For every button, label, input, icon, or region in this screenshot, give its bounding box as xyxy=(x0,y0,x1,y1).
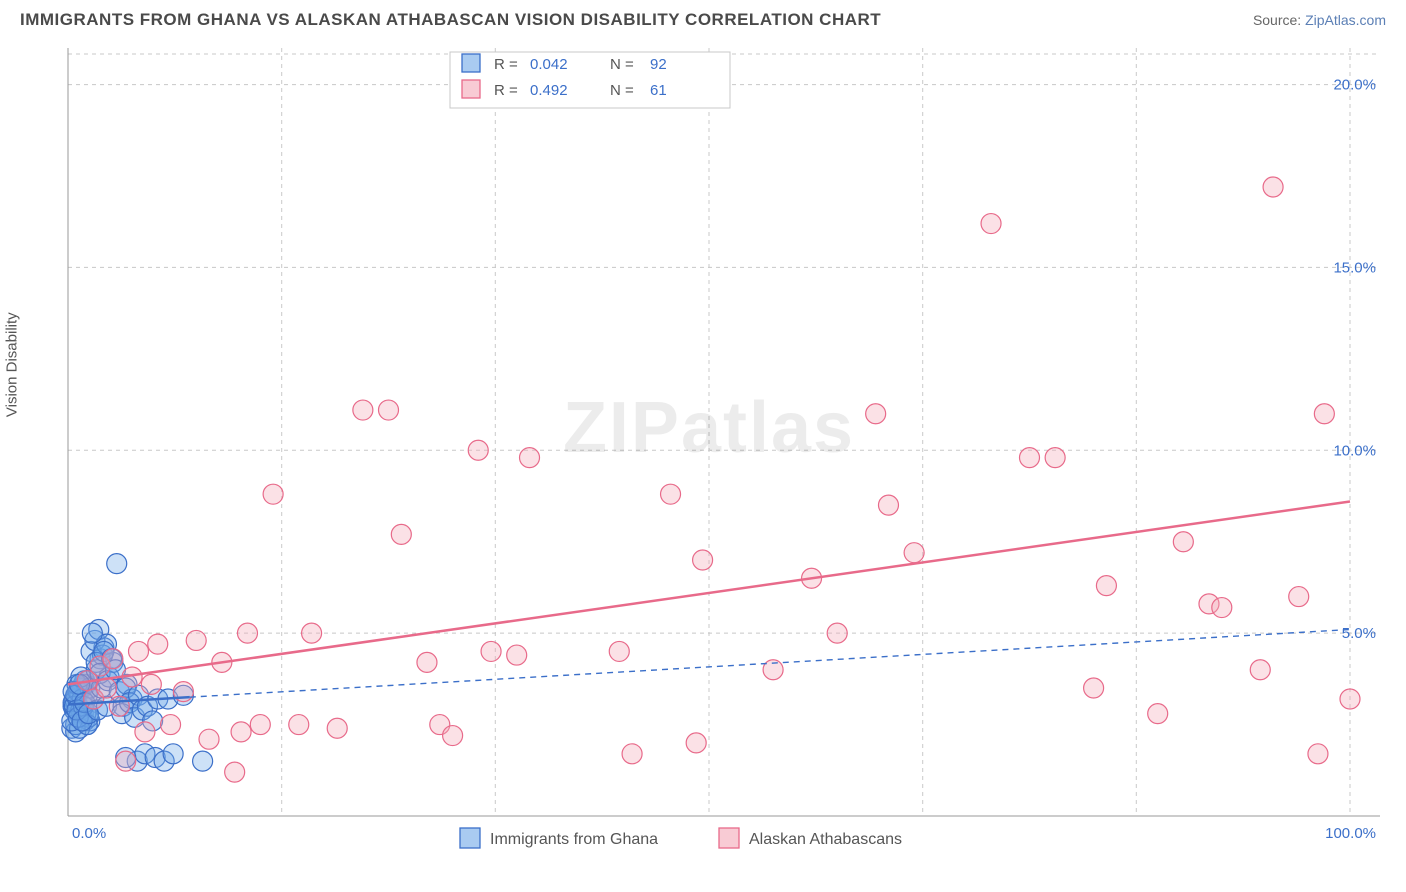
data-point xyxy=(1308,744,1328,764)
data-point xyxy=(507,645,527,665)
legend-n-value: 61 xyxy=(650,82,667,99)
data-point xyxy=(1263,177,1283,197)
data-point xyxy=(686,733,706,753)
chart-title: IMMIGRANTS FROM GHANA VS ALASKAN ATHABAS… xyxy=(20,10,881,30)
chart-container: Vision Disability ZIPatlas5.0%10.0%15.0%… xyxy=(20,36,1386,886)
data-point xyxy=(237,623,257,643)
data-point xyxy=(866,404,886,424)
legend-swatch xyxy=(462,80,480,98)
data-point xyxy=(161,715,181,735)
data-point xyxy=(981,214,1001,234)
data-point xyxy=(1314,404,1334,424)
source-link[interactable]: ZipAtlas.com xyxy=(1305,12,1386,28)
data-point xyxy=(1289,587,1309,607)
data-point xyxy=(878,495,898,515)
legend-n-label: N = xyxy=(610,82,634,99)
data-point xyxy=(1212,598,1232,618)
data-point xyxy=(1340,689,1360,709)
data-point xyxy=(148,634,168,654)
data-point xyxy=(1250,660,1270,680)
data-point xyxy=(289,715,309,735)
y-tick-label: 10.0% xyxy=(1333,442,1376,459)
data-point xyxy=(225,762,245,782)
source-attribution: Source: ZipAtlas.com xyxy=(1253,12,1386,28)
data-point xyxy=(1020,448,1040,468)
data-point xyxy=(520,448,540,468)
data-point xyxy=(661,484,681,504)
data-point xyxy=(1045,448,1065,468)
data-point xyxy=(107,554,127,574)
legend-swatch xyxy=(460,828,480,848)
legend-r-value: 0.042 xyxy=(530,56,568,73)
source-prefix: Source: xyxy=(1253,12,1305,28)
data-point xyxy=(135,722,155,742)
legend-swatch xyxy=(719,828,739,848)
data-point xyxy=(199,729,219,749)
data-point xyxy=(1173,532,1193,552)
data-point xyxy=(693,550,713,570)
data-point xyxy=(141,674,161,694)
legend-r-value: 0.492 xyxy=(530,82,568,99)
data-point xyxy=(622,744,642,764)
x-tick-label: 0.0% xyxy=(72,825,106,842)
y-tick-label: 20.0% xyxy=(1333,77,1376,94)
data-point xyxy=(263,484,283,504)
data-point xyxy=(827,623,847,643)
data-point xyxy=(417,652,437,672)
y-axis-label: Vision Disability xyxy=(4,312,21,417)
data-point xyxy=(1148,704,1168,724)
legend-n-label: N = xyxy=(610,56,634,73)
data-point xyxy=(129,641,149,661)
legend-swatch xyxy=(462,54,480,72)
data-point xyxy=(468,440,488,460)
legend-series-label: Immigrants from Ghana xyxy=(490,831,658,848)
data-point xyxy=(609,641,629,661)
data-point xyxy=(1084,678,1104,698)
data-point xyxy=(379,400,399,420)
data-point xyxy=(443,726,463,746)
y-tick-label: 15.0% xyxy=(1333,259,1376,276)
x-tick-label: 100.0% xyxy=(1325,825,1376,842)
legend-n-value: 92 xyxy=(650,56,667,73)
data-point xyxy=(904,543,924,563)
data-point xyxy=(186,630,206,650)
data-point xyxy=(353,400,373,420)
stats-legend-box xyxy=(450,52,730,108)
legend-series-label: Alaskan Athabascans xyxy=(749,831,902,848)
legend-r-label: R = xyxy=(494,56,518,73)
data-point xyxy=(109,696,129,716)
scatter-chart: ZIPatlas 5.0% 10.0% 15.0% 20.0% 0.0% 100.0% R =… xyxy=(20,36,1386,886)
data-point xyxy=(302,623,322,643)
data-point xyxy=(391,524,411,544)
data-point xyxy=(481,641,501,661)
watermark: ZIPatlas xyxy=(563,388,855,468)
data-point xyxy=(193,751,213,771)
data-point xyxy=(1096,576,1116,596)
data-point xyxy=(163,744,183,764)
data-point xyxy=(116,751,136,771)
data-point xyxy=(327,718,347,738)
data-point xyxy=(82,623,102,643)
y-tick-label: 5.0% xyxy=(1342,625,1376,642)
data-point xyxy=(103,649,123,669)
legend-r-label: R = xyxy=(494,82,518,99)
data-point xyxy=(250,715,270,735)
data-point xyxy=(231,722,251,742)
chart-header: IMMIGRANTS FROM GHANA VS ALASKAN ATHABAS… xyxy=(0,0,1406,36)
